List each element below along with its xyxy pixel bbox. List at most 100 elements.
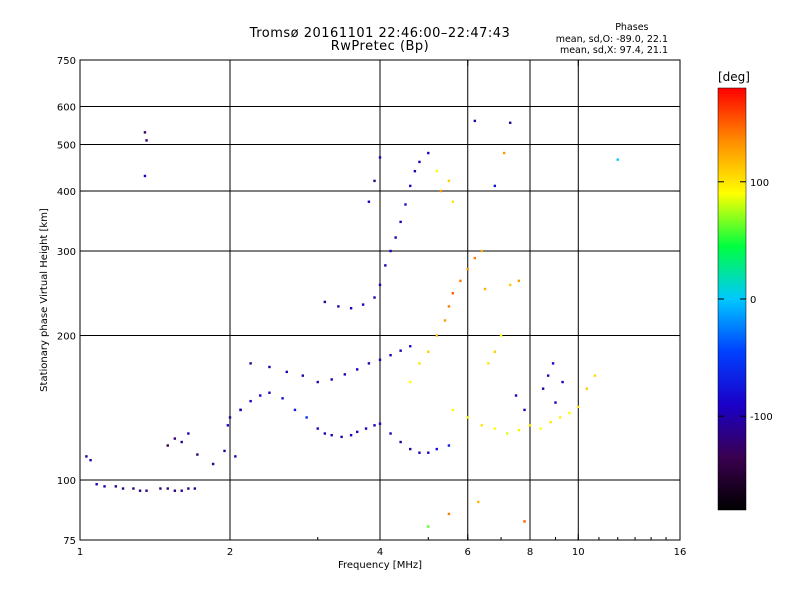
data-point [305,416,308,419]
chart-title: Tromsø 20161101 22:46:00–22:47:43 [249,26,511,41]
data-point [343,373,347,376]
data-point [523,520,526,523]
data-point [323,300,327,304]
data-point [378,358,382,362]
data-point [517,279,521,283]
data-point [443,319,447,322]
y-tick-label: 750 [57,56,76,67]
data-point [293,408,297,412]
data-point [561,380,564,384]
data-point [389,353,392,357]
data-point [394,236,397,239]
data-point [493,350,497,353]
data-point [413,169,417,173]
data-point [502,151,506,155]
data-point [378,422,382,425]
data-point [228,416,232,419]
axis-ticks: 1 2 4 6 8 10 16 75 100 200 300 400 500 600 750 [57,56,686,558]
data-point [508,283,512,287]
data-point [143,131,147,134]
grid-lines [80,60,680,540]
data-point [268,391,271,394]
data-point [166,444,169,447]
y-tick-label: 600 [57,103,76,114]
data-point [539,427,542,430]
data-point [577,405,580,409]
data-point [409,380,412,384]
data-point [551,362,555,365]
data-point [166,487,169,490]
data-point [234,455,237,458]
x-tick-label: 10 [572,547,585,558]
data-point [585,387,588,390]
y-tick-label: 75 [63,536,76,547]
data-point [409,447,412,451]
data-point [89,458,92,462]
data-point [593,374,597,377]
data-point [389,249,392,253]
data-point [180,489,183,492]
data-point [459,279,462,283]
data-point [473,119,477,123]
data-point [480,424,483,427]
data-point [427,151,430,155]
phase-stats-heading: Phases [615,22,649,33]
data-point [447,512,451,516]
x-tick-label: 8 [527,547,533,558]
data-point [187,432,190,435]
data-point [143,174,147,178]
y-tick-label: 300 [57,247,76,258]
data-point [85,455,88,458]
data-point [493,427,497,430]
data-point [378,283,382,287]
data-point [103,485,106,488]
data-point [121,487,125,490]
data-point [541,387,545,390]
x-tick-label: 16 [674,547,687,558]
data-point [435,447,438,451]
data-point [301,374,305,377]
data-point [180,440,183,444]
data-point [499,334,503,337]
phase-stats-o: mean, sd,O: -89.0, 22.1 [555,33,668,45]
data-point [523,408,526,412]
data-point [466,416,469,419]
data-point [316,427,319,430]
data-point [373,424,376,427]
colorbar-title: [deg] [718,70,750,84]
data-point [367,200,371,203]
data-point [378,156,382,159]
data-point [337,305,340,308]
data-point [259,394,262,397]
data-point [330,433,333,437]
data-point [451,408,455,412]
x-tick-label: 4 [377,547,383,558]
phase-stats-x: mean, sd,X: 97.4, 21.1 [559,45,668,56]
data-point [559,416,562,419]
data-point [451,200,455,203]
data-point [361,303,365,306]
data-point [546,374,550,377]
data-point [399,220,402,224]
data-point [316,380,319,384]
colorbar-tick-label: -100 [750,412,773,423]
data-point [281,397,284,400]
data-point [373,296,376,299]
data-point [427,451,430,454]
data-point [367,362,371,365]
data-point [330,378,333,381]
y-axis-label: Stationary phase Virtual Height [km] [39,208,50,392]
phase-stats: Phases mean, sd,O: -89.0, 22.1 mean, sd,… [556,22,668,57]
data-point [517,429,521,432]
data-point [399,349,402,352]
data-point [373,179,376,183]
data-point [549,420,552,424]
x-tick-label: 1 [77,547,83,558]
data-point [568,411,571,415]
data-point [223,449,226,453]
data-point [196,453,199,456]
data-point [145,489,148,492]
data-point [384,264,387,267]
data-point [226,424,230,427]
